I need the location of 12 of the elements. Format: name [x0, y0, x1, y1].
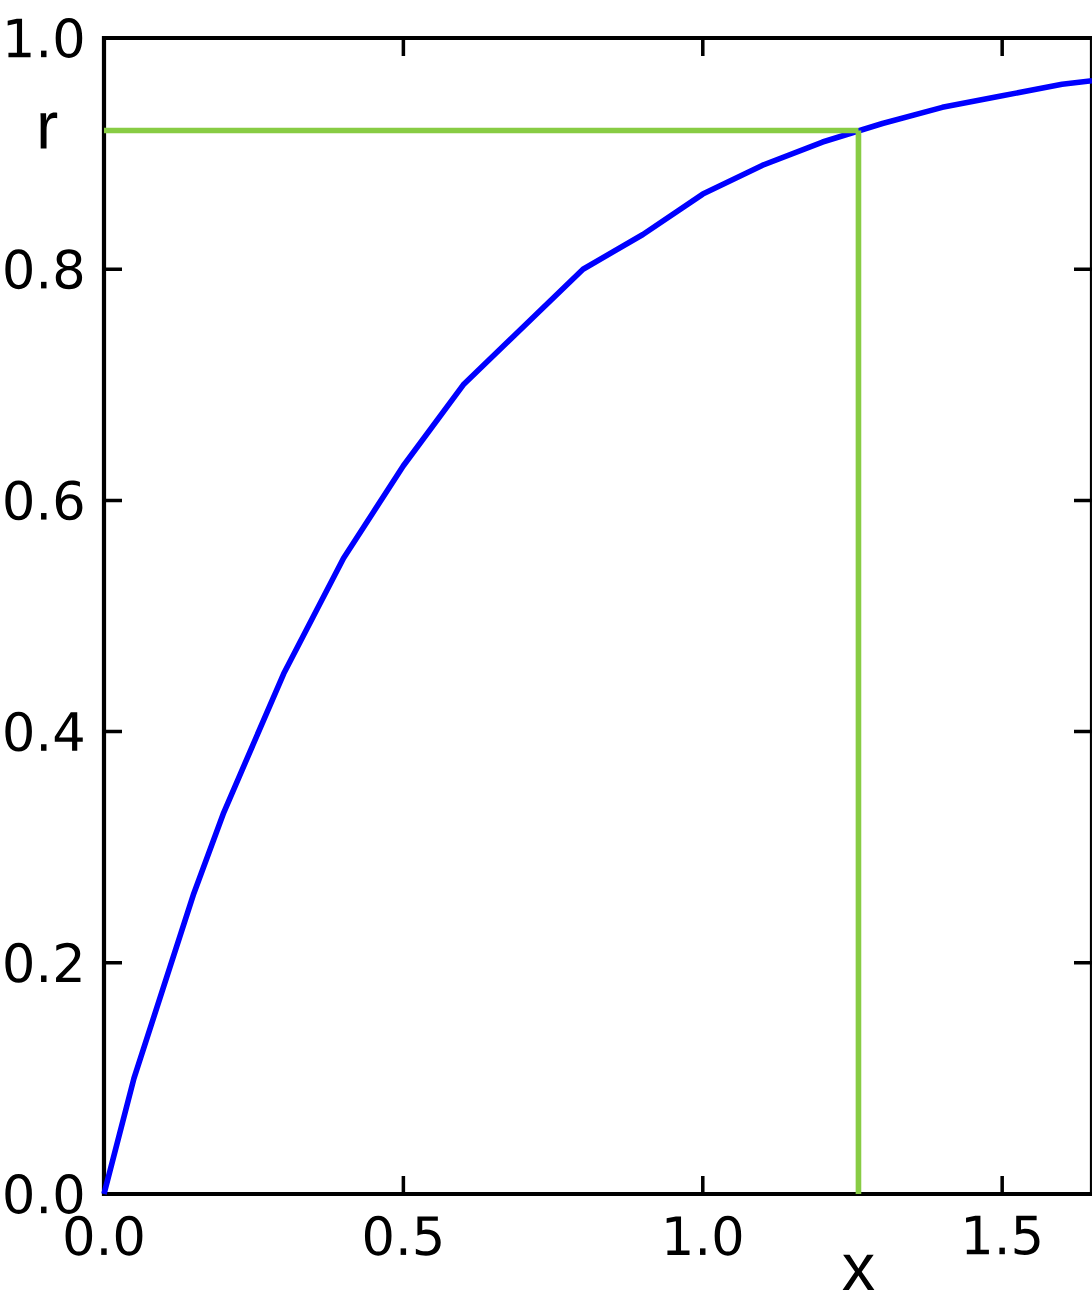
- y-tick-label: 0.8: [5, 249, 83, 290]
- x-tick-label: 0.5: [364, 1215, 441, 1256]
- y-tick-label: 0.0: [5, 1174, 83, 1214]
- x-tick-label: 0.0: [65, 1215, 143, 1256]
- x-tick-label: 1.5: [966, 1215, 1040, 1255]
- ref-line-label: r: [40, 112, 58, 149]
- y-tick-label: 0.2: [5, 942, 81, 983]
- x-tick-label: 1.0: [666, 1215, 742, 1256]
- y-tick-label: 0.6: [5, 480, 83, 521]
- y-tick-label: 0.4: [5, 711, 83, 752]
- y-tick-label: 1.0: [7, 18, 83, 58]
- ref-line-label: x: [842, 1254, 875, 1290]
